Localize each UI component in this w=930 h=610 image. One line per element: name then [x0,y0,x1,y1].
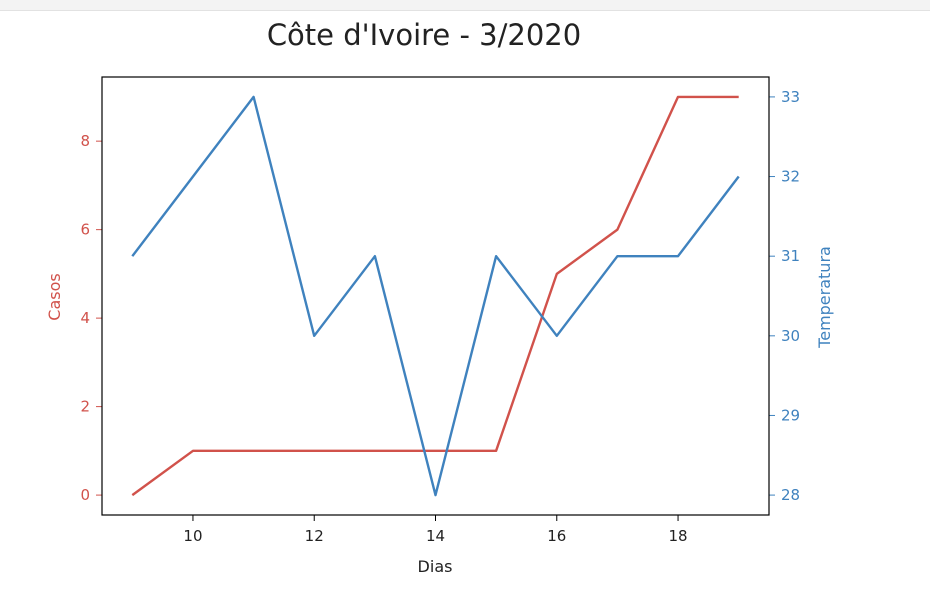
y-left-tick-label: 6 [80,221,90,239]
y-right-tick-label: 29 [781,406,800,424]
y-axis-left-label: Casos [45,273,64,320]
y-left-tick-label: 4 [80,309,90,327]
plot-area [131,95,740,497]
series-line-temperatura [131,95,740,497]
y-right-tick-label: 33 [781,88,800,106]
x-tick-label: 14 [426,527,445,545]
y-axis-left: 0 2 4 6 8 [80,132,102,504]
y-right-tick-label: 31 [781,247,800,265]
x-tick-label: 12 [305,527,324,545]
window-top-bar [0,0,930,11]
y-left-tick-label: 2 [80,398,90,416]
chart-title: Côte d'Ivoire - 3/2020 [267,18,581,52]
y-right-tick-label: 28 [781,486,800,504]
x-axis: 10 12 14 16 18 [183,515,688,545]
y-right-tick-label: 30 [781,327,800,345]
y-left-tick-label: 8 [80,132,90,150]
x-tick-label: 10 [183,527,202,545]
x-tick-label: 18 [668,527,687,545]
y-right-tick-label: 32 [781,168,800,186]
x-axis-label: Dias [418,557,453,576]
y-left-tick-label: 0 [80,486,90,504]
plot-frame [101,76,770,516]
x-tick-label: 16 [547,527,566,545]
y-axis-right: 28 29 30 31 32 33 [769,88,800,504]
series-line-casos [131,95,739,497]
y-axis-right-label: Temperatura [815,246,834,349]
